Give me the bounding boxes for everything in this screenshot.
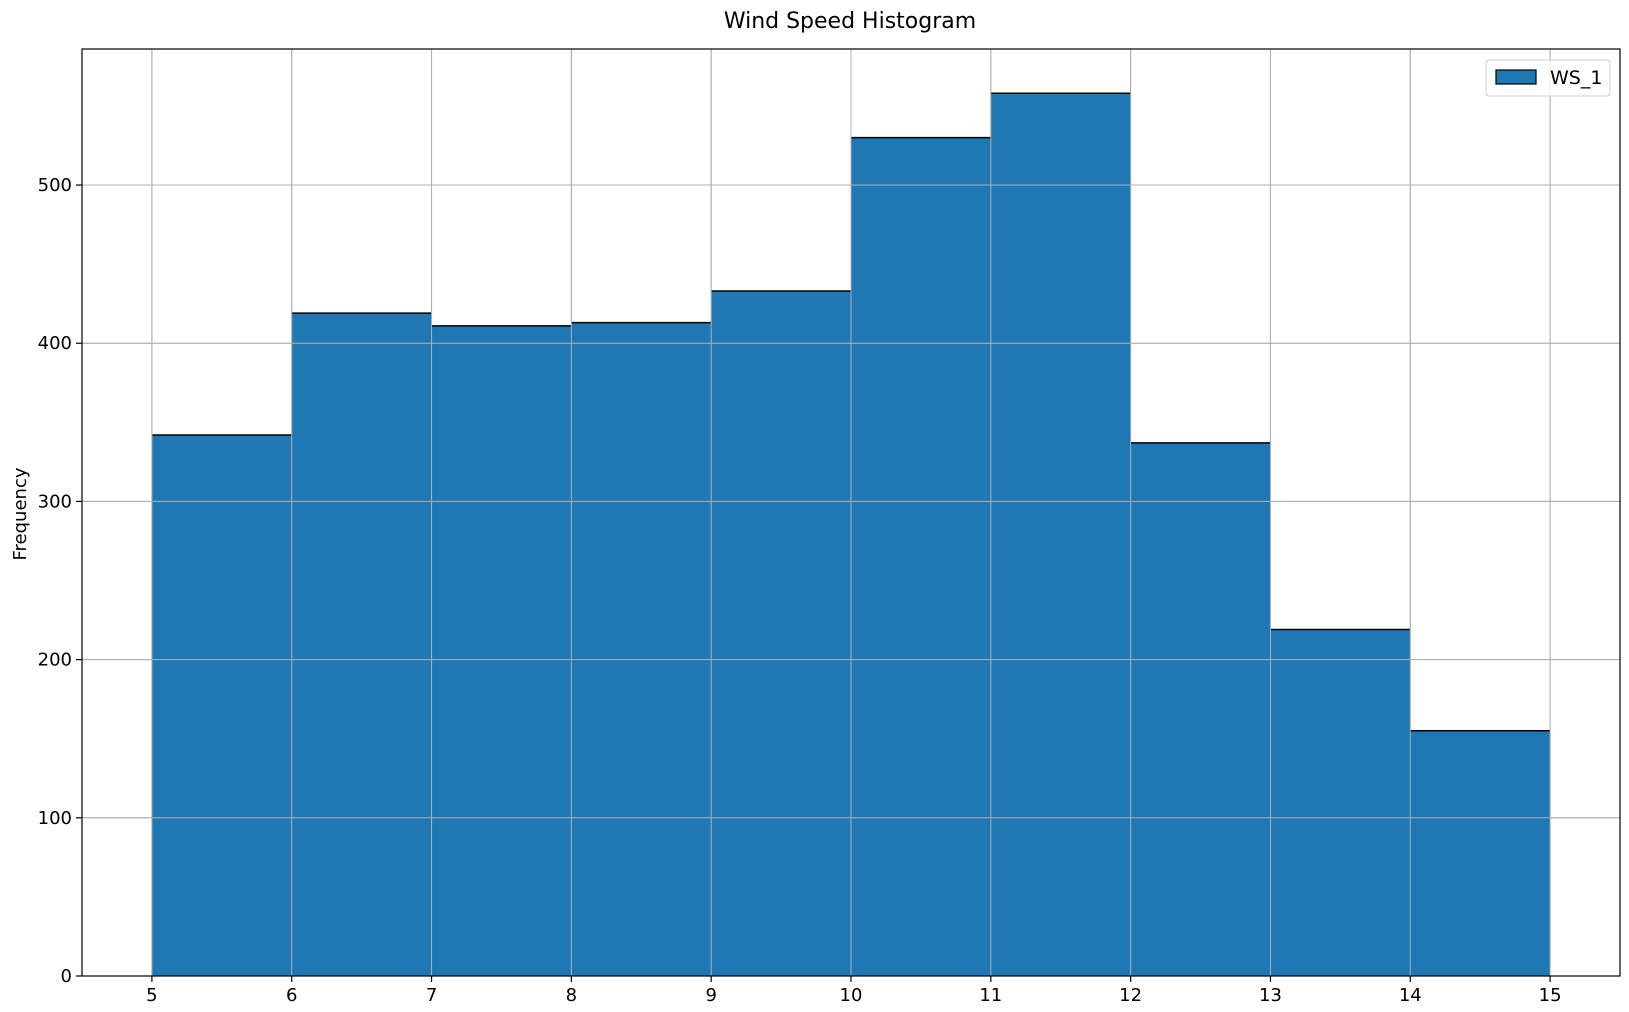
x-tick-label: 10 (840, 985, 863, 1006)
x-tick-label: 8 (566, 985, 577, 1006)
chart-title: Wind Speed Histogram (724, 9, 976, 34)
y-axis-ticks: 0 100 200 300 400 500 (38, 175, 82, 987)
y-tick-label: 300 (38, 491, 72, 512)
histogram-bar (1130, 442, 1271, 977)
histogram-bar (990, 93, 1131, 976)
x-tick-label: 14 (1399, 985, 1422, 1006)
plot-frame (81, 48, 1621, 977)
x-tick-label: 9 (705, 985, 716, 1006)
histogram-bar (851, 137, 991, 976)
x-axis-ticks: 5 6 7 8 9 10 11 12 13 14 15 (146, 976, 1562, 1006)
x-tick-label: 5 (146, 985, 157, 1006)
legend: WS_1 (1485, 59, 1611, 97)
y-tick-label: 200 (38, 650, 72, 671)
y-tick-label: 0 (61, 966, 72, 987)
y-tick-label: 400 (38, 333, 72, 354)
histogram-bar (291, 313, 432, 976)
y-axis-label: Frequency (10, 467, 31, 560)
y-tick-label: 500 (38, 175, 72, 196)
x-tick-label: 13 (1259, 985, 1282, 1006)
histogram-bar (571, 322, 712, 976)
legend-label-ws-1: WS_1 (1550, 67, 1602, 89)
legend-swatch (1495, 69, 1537, 85)
x-tick-label: 6 (286, 985, 297, 1006)
bar-series (82, 49, 1620, 977)
legend-box (1485, 59, 1611, 97)
histogram-bar (431, 325, 572, 976)
histogram-bar (1270, 629, 1411, 976)
histogram-bar (1410, 730, 1551, 976)
x-tick-label: 11 (979, 985, 1002, 1006)
histogram-bar (711, 291, 851, 976)
x-tick-label: 12 (1119, 985, 1142, 1006)
x-tick-label: 15 (1539, 985, 1562, 1006)
x-tick-label: 7 (426, 985, 437, 1006)
y-tick-label: 100 (38, 808, 72, 829)
histogram-bar (151, 434, 292, 977)
